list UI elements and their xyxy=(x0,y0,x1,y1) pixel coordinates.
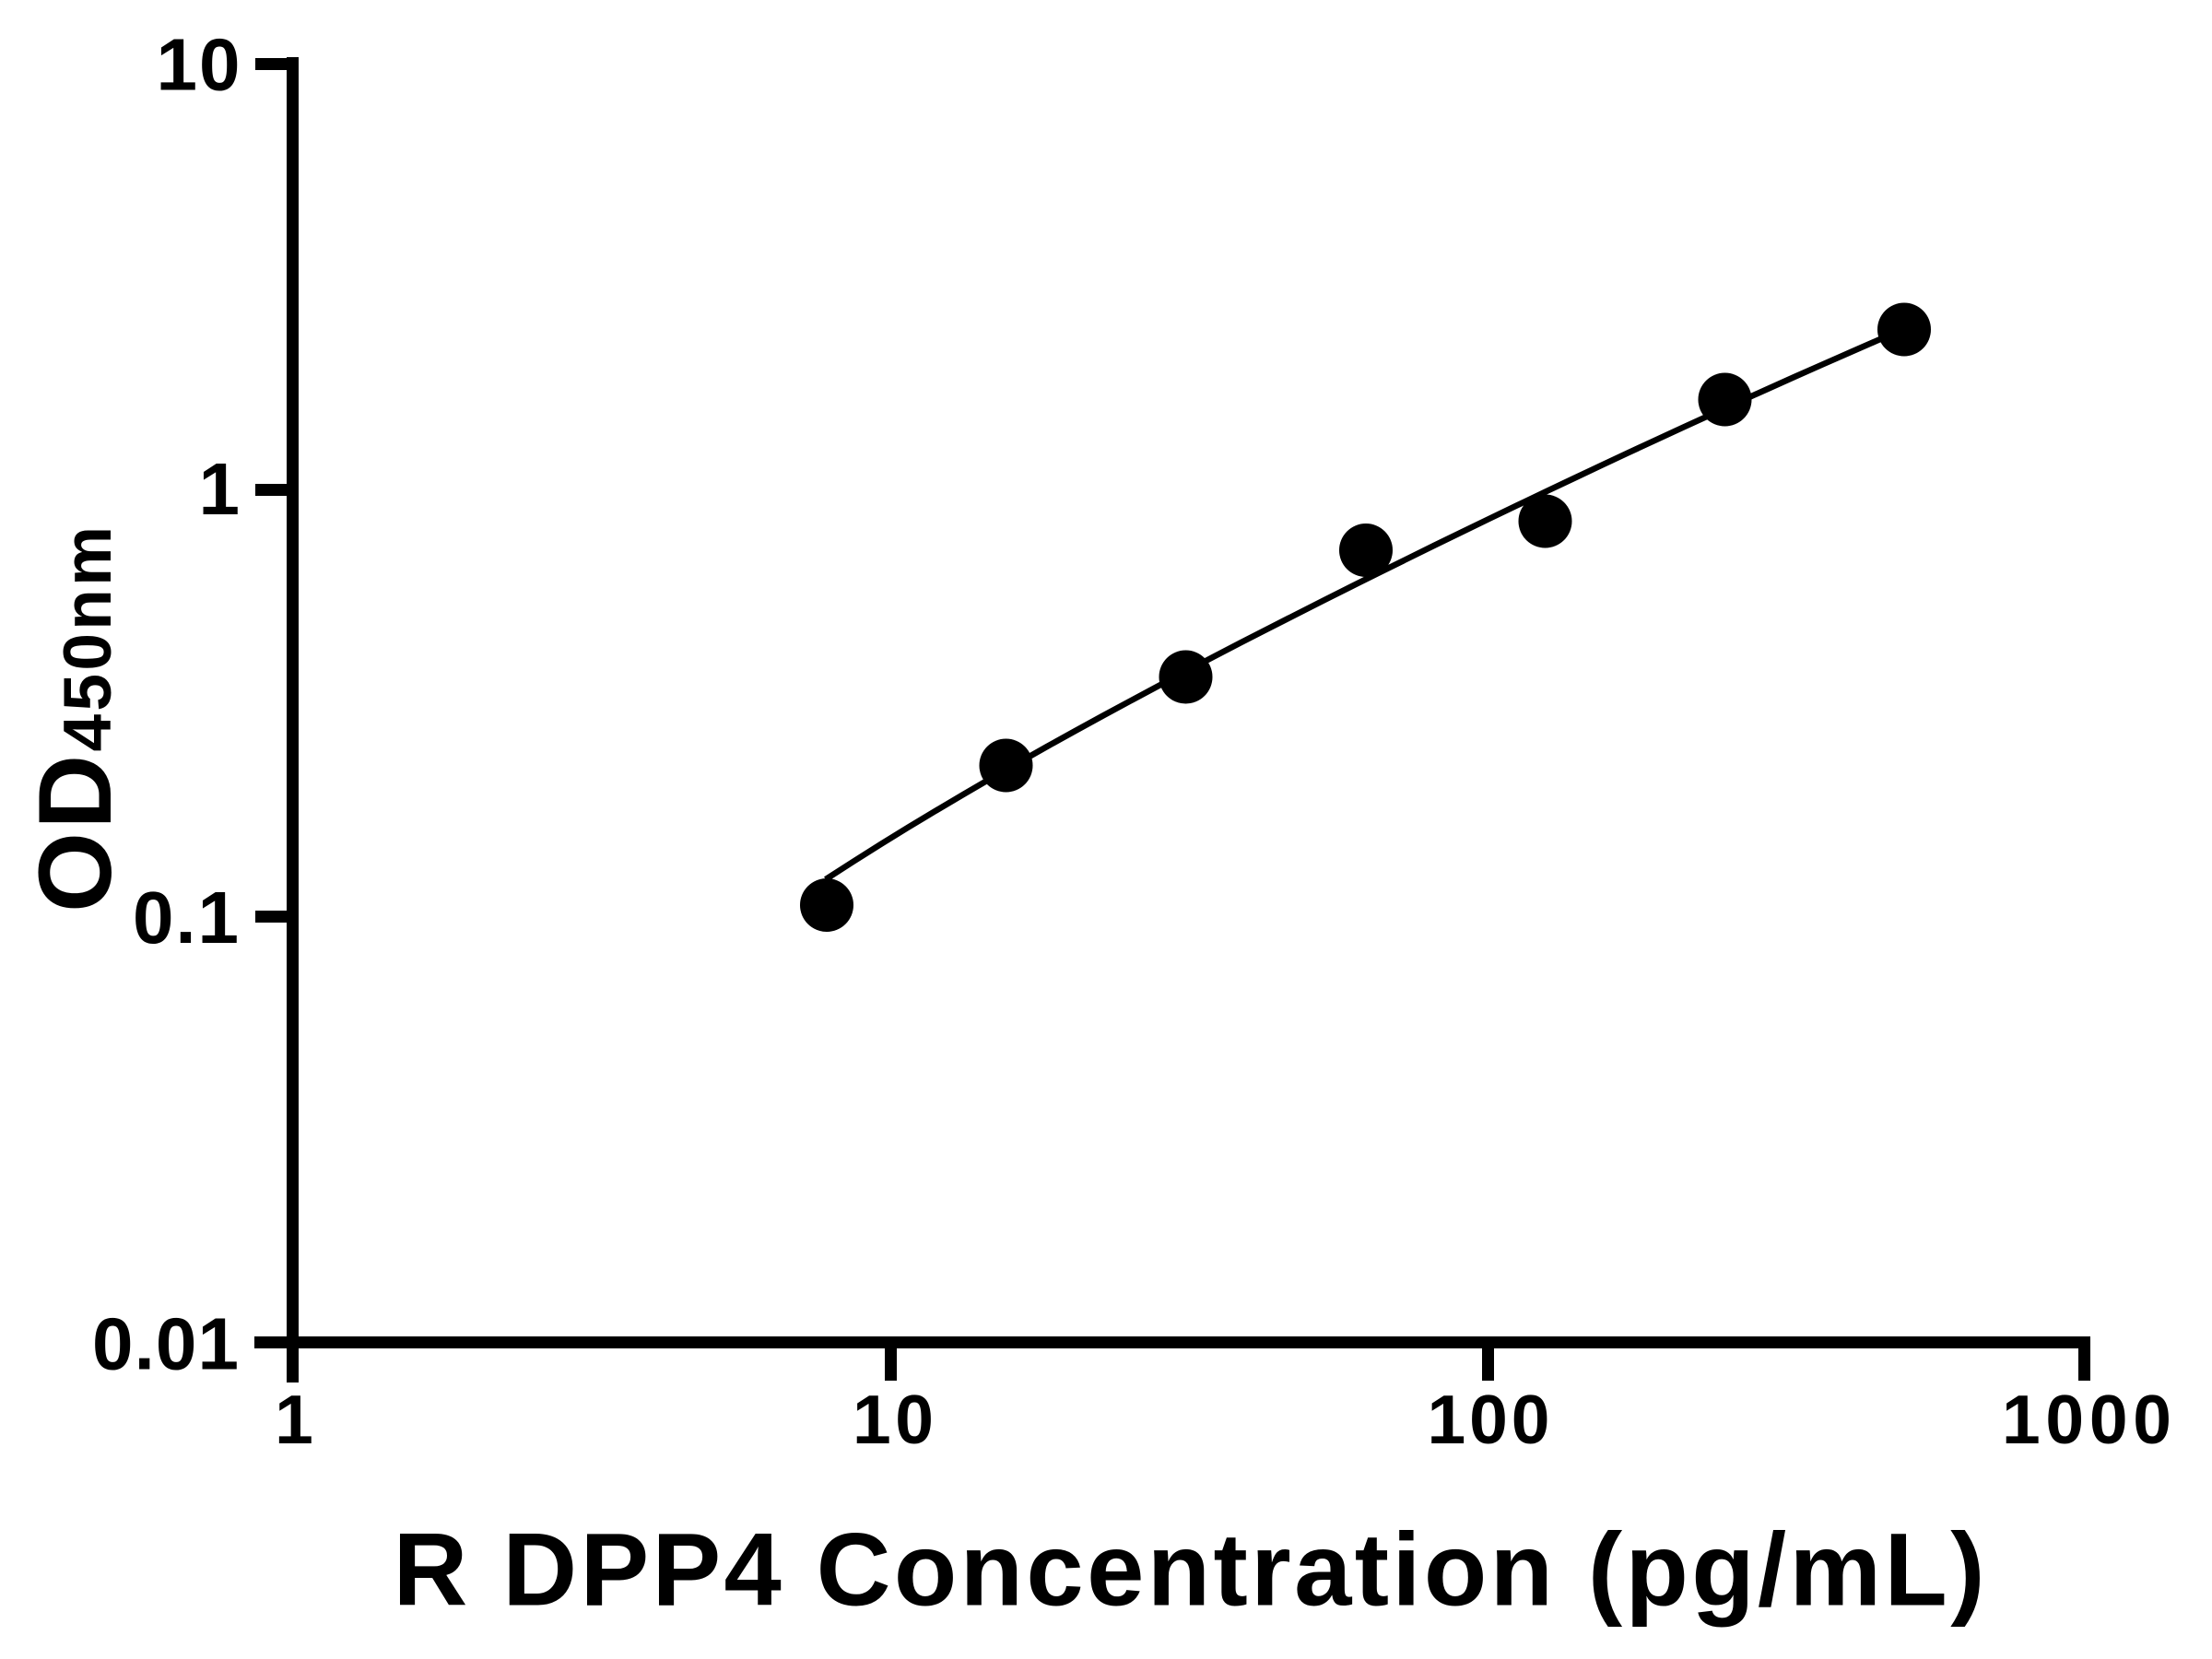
svg-text:R DPP4 Concentration (pg/mL): R DPP4 Concentration (pg/mL) xyxy=(394,1512,1985,1628)
svg-text:0.01: 0.01 xyxy=(92,1303,239,1385)
svg-text:1: 1 xyxy=(199,448,241,530)
svg-text:100: 100 xyxy=(1428,1381,1550,1458)
svg-text:1: 1 xyxy=(275,1381,313,1458)
svg-text:10: 10 xyxy=(853,1381,934,1458)
svg-text:0.1: 0.1 xyxy=(133,877,239,959)
svg-text:10: 10 xyxy=(157,24,241,106)
svg-text:1000: 1000 xyxy=(2002,1381,2171,1458)
svg-text:OD450nm: OD450nm xyxy=(18,526,133,912)
